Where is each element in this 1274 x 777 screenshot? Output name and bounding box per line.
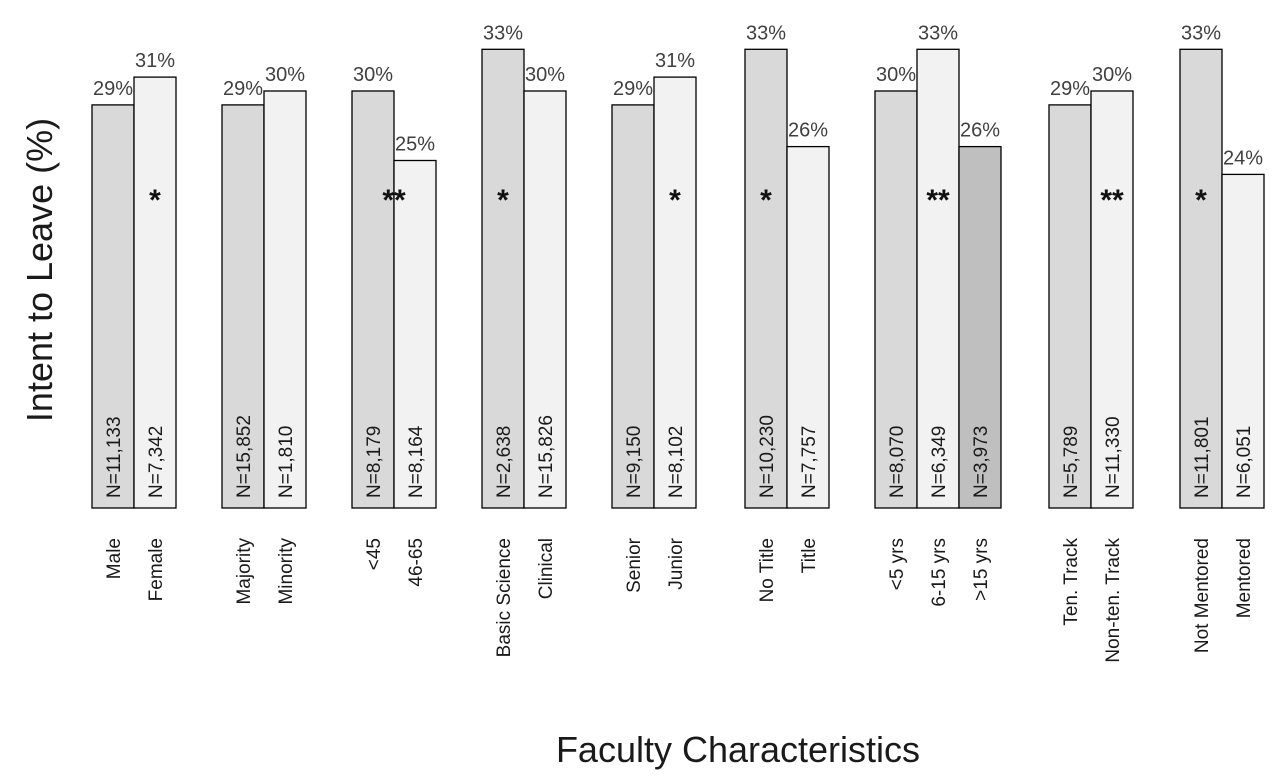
bar [611,104,655,509]
category-label: Male [104,538,125,579]
bar [133,76,177,509]
x-axis-title: Faculty Characteristics [556,729,920,770]
value-label: 24% [1223,147,1263,169]
bar [874,90,918,509]
category-label: Non-ten. Track [1103,538,1124,663]
n-label: N=8,102 [666,426,687,498]
category-label: <5 yrs [887,538,908,590]
bar [1179,48,1223,509]
n-label: N=8,164 [406,425,427,498]
bar [393,159,437,509]
bar [1048,104,1092,509]
n-label: N=5,789 [1061,426,1082,498]
category-label: Senior [624,537,645,593]
significance-marker: ** [926,184,950,217]
n-label: N=11,330 [1103,416,1124,498]
category-label: Minority [276,538,297,605]
n-label: N=11,801 [1192,416,1213,498]
value-label: 29% [223,78,263,100]
category-label: Title [799,538,820,573]
n-label: N=1,810 [276,426,297,498]
value-label: 26% [788,120,828,142]
significance-marker: * [669,184,681,217]
value-label: 30% [876,64,916,86]
bar [221,104,265,509]
category-label: Basic Science [494,538,515,657]
n-label: N=6,051 [1234,426,1255,498]
value-label: 33% [746,22,786,44]
category-label: Female [146,538,167,601]
value-label: 30% [1092,64,1132,86]
value-label: 30% [353,64,393,86]
y-axis-title: Intent to Leave (%) [19,118,60,422]
n-label: N=15,852 [234,415,255,498]
n-label: N=2,638 [494,426,515,498]
value-label: 29% [1050,78,1090,100]
category-label: Clinical [536,538,557,599]
value-label: 30% [525,64,565,86]
n-label: N=3,973 [971,426,992,498]
category-label: >15 yrs [971,538,992,601]
bar [1221,173,1265,509]
bar [916,48,960,509]
value-label: 29% [613,78,653,100]
value-label: 31% [655,50,695,72]
bar [653,76,697,509]
value-label: 30% [265,64,305,86]
category-label: <45 [364,538,385,570]
n-label: N=6,349 [929,426,950,498]
value-label: 33% [483,22,523,44]
category-label: Ten. Track [1061,538,1082,626]
value-label: 33% [1181,22,1221,44]
category-label: Junior [666,537,687,589]
n-label: N=9,150 [624,426,645,498]
bar [351,90,395,509]
n-label: N=15,826 [536,415,557,498]
category-label: Not Mentored [1192,538,1213,653]
n-label: N=11,133 [104,416,125,498]
bar [263,90,307,509]
significance-marker: ** [382,184,406,217]
value-label: 33% [918,22,958,44]
significance-marker: * [1195,184,1207,217]
bars-layer: 29% N=11,133 Male 31% N=7,342 Female * 29% N=15,… [91,22,1265,663]
n-label: N=10,230 [757,415,778,498]
bar [958,145,1002,509]
bar [481,48,525,509]
significance-marker: * [149,184,161,217]
bar [91,104,135,509]
value-label: 31% [135,50,175,72]
value-label: 26% [960,120,1000,142]
significance-marker: * [497,184,509,217]
category-label: Majority [234,538,255,605]
category-label: 46-65 [406,538,427,587]
value-label: 29% [93,78,133,100]
category-label: No Title [757,538,778,602]
n-label: N=8,179 [364,426,385,498]
bar [523,90,567,509]
category-label: 6-15 yrs [929,538,950,607]
category-label: Mentored [1234,538,1255,618]
value-label: 25% [395,134,435,156]
bar [786,145,830,509]
significance-marker: ** [1100,184,1124,217]
n-label: N=8,070 [887,426,908,498]
bar [1090,90,1134,509]
n-label: N=7,757 [799,426,820,498]
significance-marker: * [760,184,772,217]
n-label: N=7,342 [146,426,167,498]
